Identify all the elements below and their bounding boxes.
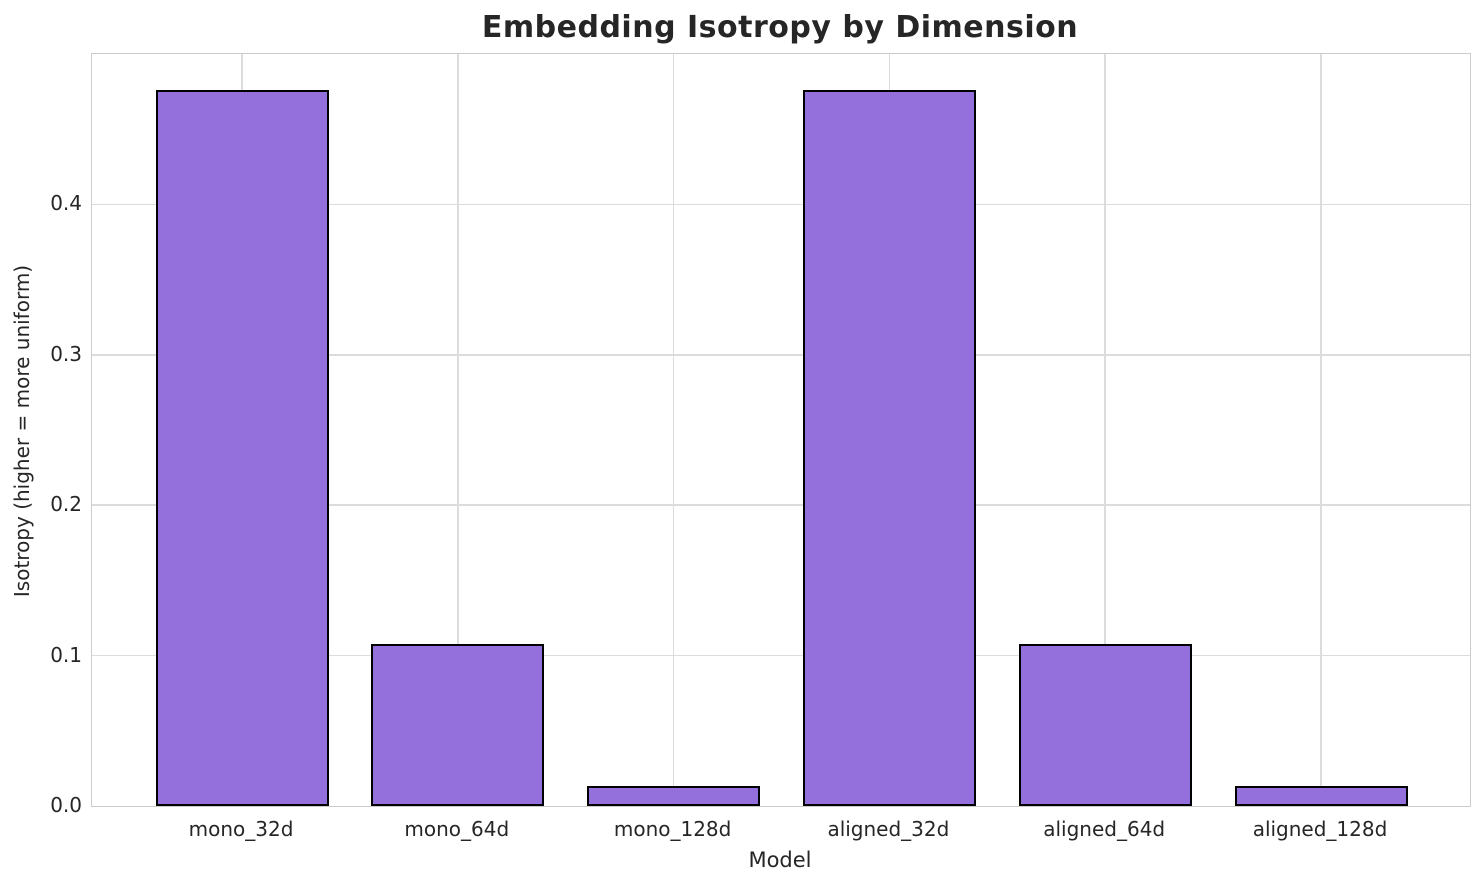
plot-area xyxy=(91,53,1471,807)
x-tick-label: aligned_64d xyxy=(1043,817,1166,841)
y-tick-label: 0.2 xyxy=(50,492,82,517)
x-tick-label: mono_32d xyxy=(188,817,294,841)
y-tick-label: 0.0 xyxy=(50,793,82,817)
y-tick-label: 0.3 xyxy=(50,341,82,366)
x-axis-label: Model xyxy=(748,848,812,872)
h-gridline xyxy=(92,354,1470,356)
chart-title: Embedding Isotropy by Dimension xyxy=(481,10,1079,45)
bar-aligned_32d xyxy=(802,90,976,806)
h-gridline xyxy=(92,203,1470,206)
h-gridline xyxy=(92,504,1470,506)
bar-aligned_128d xyxy=(1234,786,1408,806)
bar-mono_32d xyxy=(155,90,329,806)
x-tick-label: aligned_128d xyxy=(1252,817,1388,841)
bar-mono_128d xyxy=(587,786,761,806)
v-gridline xyxy=(1320,54,1322,806)
y-tick-label: 0.1 xyxy=(50,642,82,667)
x-tick-label: mono_128d xyxy=(613,817,732,841)
v-gridline xyxy=(1104,54,1106,806)
v-gridline xyxy=(457,54,459,806)
bar-aligned_64d xyxy=(1018,643,1192,806)
x-tick-label: aligned_32d xyxy=(827,817,950,841)
y-tick-label: 0.4 xyxy=(50,191,82,216)
x-tick-label: mono_64d xyxy=(404,817,510,841)
y-axis-label: Isotropy (higher = more uniform) xyxy=(10,264,34,598)
v-gridline xyxy=(672,54,675,806)
h-gridline xyxy=(92,654,1470,657)
bar-mono_64d xyxy=(371,643,545,806)
